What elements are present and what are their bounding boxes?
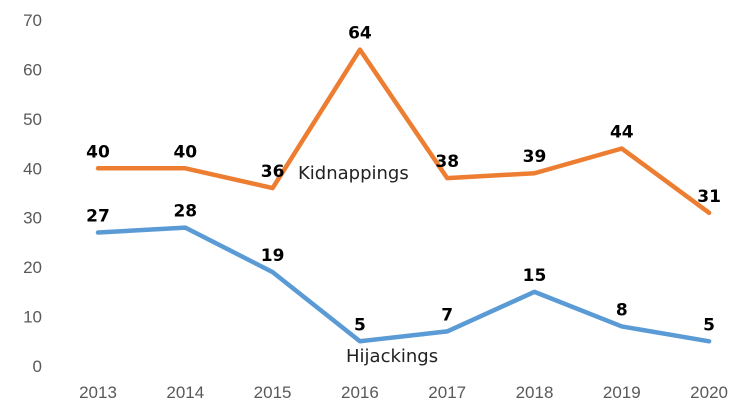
data-label: 44 bbox=[610, 123, 634, 143]
y-tick-label: 10 bbox=[23, 308, 42, 327]
x-tick-label: 2016 bbox=[341, 383, 379, 402]
data-labels: 40 40 36 64 38 39 44 31 27 28 19 5 7 15 8 5 Kidnappings H… bbox=[86, 24, 721, 367]
y-tick-label: 0 bbox=[33, 357, 42, 376]
data-label: 7 bbox=[441, 305, 453, 325]
y-tick-label: 30 bbox=[23, 209, 42, 228]
y-tick-label: 40 bbox=[23, 159, 42, 178]
y-axis-ticks: 0 10 20 30 40 50 60 70 bbox=[23, 11, 42, 376]
data-label: 40 bbox=[173, 142, 197, 162]
data-label: 5 bbox=[354, 315, 366, 335]
series-label-hijackings: Hijackings bbox=[346, 346, 438, 367]
x-tick-label: 2014 bbox=[166, 383, 204, 402]
y-tick-label: 50 bbox=[23, 110, 42, 129]
data-label: 8 bbox=[616, 300, 628, 320]
y-tick-label: 20 bbox=[23, 258, 42, 277]
x-axis-ticks: 2013 2014 2015 2016 2017 2018 2019 2020 bbox=[79, 383, 728, 402]
data-label: 31 bbox=[697, 187, 721, 207]
x-tick-label: 2013 bbox=[79, 383, 117, 402]
y-tick-label: 70 bbox=[23, 11, 42, 30]
series-line-hijackings bbox=[95, 225, 712, 344]
x-tick-label: 2020 bbox=[690, 383, 728, 402]
x-tick-label: 2018 bbox=[516, 383, 554, 402]
data-label: 39 bbox=[523, 147, 547, 167]
data-label: 38 bbox=[435, 152, 459, 172]
x-tick-label: 2015 bbox=[254, 383, 292, 402]
data-label: 36 bbox=[261, 162, 285, 182]
data-label: 19 bbox=[261, 246, 285, 266]
x-tick-label: 2019 bbox=[603, 383, 641, 402]
data-label: 15 bbox=[523, 266, 547, 286]
y-tick-label: 60 bbox=[23, 60, 42, 79]
series-label-kidnappings: Kidnappings bbox=[298, 163, 409, 184]
data-label: 27 bbox=[86, 207, 110, 227]
series-lines bbox=[95, 47, 712, 344]
series-line-kidnappings bbox=[95, 47, 712, 216]
data-label: 5 bbox=[703, 315, 715, 335]
data-label: 64 bbox=[348, 24, 372, 44]
x-tick-label: 2017 bbox=[428, 383, 466, 402]
data-label: 40 bbox=[86, 142, 110, 162]
data-label: 28 bbox=[173, 202, 197, 222]
